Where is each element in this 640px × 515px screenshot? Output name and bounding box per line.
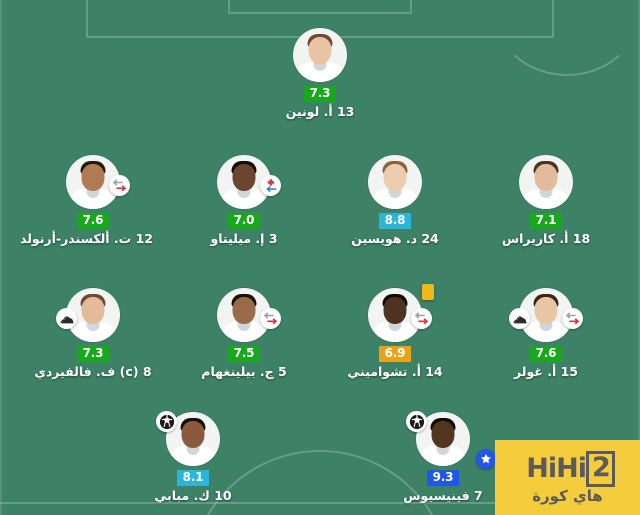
- goal-ball-icon: [156, 411, 177, 432]
- player-militao[interactable]: 7.0 3 إ. ميليتاو: [184, 155, 304, 246]
- player-name-label: 14 أ. تشواميني: [347, 364, 443, 379]
- player-avatar-wrap: [156, 411, 220, 466]
- player-name-label: 8 (c) ف. فالفيردي: [34, 364, 152, 379]
- player-name-label: 24 د. هويسين: [351, 231, 439, 246]
- player-name-label: 12 ت. ألكسندر-أرنولد: [19, 231, 153, 246]
- player-name-label: 3 إ. ميليتاو: [210, 231, 278, 246]
- player-rating: 7.1: [530, 213, 562, 229]
- player-rating: 7.5: [228, 346, 260, 362]
- player-rating: 7.6: [77, 213, 109, 229]
- goal-ball-icon: [406, 411, 427, 432]
- player-rating: 6.9: [379, 346, 411, 362]
- player-rating: 7.3: [77, 346, 109, 362]
- avatar: [293, 28, 347, 82]
- player-huijsen[interactable]: 8.8 24 د. هويسين: [335, 155, 455, 246]
- player-name-label: 13 أ. لونين: [285, 104, 355, 119]
- player-guler[interactable]: 7.6 15 أ. غولر: [486, 288, 606, 379]
- player-avatar-wrap: [368, 284, 434, 342]
- player-avatar-wrap: [217, 288, 281, 342]
- player-avatar-wrap: [217, 155, 281, 209]
- player-rating: 8.1: [177, 470, 209, 486]
- player-name-label: 18 أ. كاريراس: [501, 231, 591, 246]
- injury-substitution-icon: [260, 175, 281, 196]
- avatar: [217, 288, 271, 342]
- player-valverde[interactable]: 7.3 8 (c) ف. فالفيردي: [33, 288, 153, 379]
- substitution-icon: [562, 308, 583, 329]
- player-rating: 7.0: [228, 213, 260, 229]
- touchline-left: [0, 0, 2, 515]
- player-rating: 9.3: [427, 470, 459, 486]
- player-avatar-wrap: [519, 155, 573, 209]
- player-carreras[interactable]: 7.1 18 أ. كاريراس: [486, 155, 606, 246]
- avatar: [66, 155, 120, 209]
- goal-area-line: [228, 0, 412, 14]
- watermark-wordmark: HiHi 2: [526, 450, 615, 487]
- player-avatar-wrap: [56, 288, 120, 342]
- substitution-icon: [260, 308, 281, 329]
- player-rating: 8.8: [379, 213, 411, 229]
- assist-boot-icon: [56, 308, 77, 329]
- penalty-arc-line: [494, 0, 640, 76]
- player-tchouameni[interactable]: 6.9 14 أ. تشواميني: [335, 284, 455, 379]
- substitution-icon: [411, 308, 432, 329]
- player-lunin[interactable]: 7.3 13 أ. لونين: [260, 28, 380, 119]
- player-mbappe[interactable]: 8.1 10 ك. مبابي: [133, 411, 253, 503]
- man-of-the-match-star-icon: [476, 449, 496, 469]
- watermark-logo: HiHi 2 هاي كورة: [495, 440, 640, 515]
- touchline-right: [638, 0, 640, 515]
- yellow-card-icon: [422, 284, 434, 300]
- player-vinicius[interactable]: 9.3 7 فينيسيوس: [383, 411, 503, 503]
- player-name-label: 10 ك. مبابي: [154, 488, 232, 503]
- player-rating: 7.3: [304, 86, 336, 102]
- avatar: [368, 155, 422, 209]
- assist-boot-icon: [509, 308, 530, 329]
- player-name-label: 7 فينيسيوس: [403, 488, 483, 503]
- watermark-arabic-text: هاي كورة: [532, 486, 603, 505]
- player-avatar-wrap: [368, 155, 422, 209]
- player-avatar-wrap: [509, 288, 583, 342]
- player-name-label: 15 أ. غولر: [514, 364, 578, 379]
- player-alexander-arnold[interactable]: 7.6 12 ت. ألكسندر-أرنولد: [19, 155, 153, 246]
- player-name-label: 5 ج. بيلينغهام: [201, 364, 287, 379]
- player-bellingham[interactable]: 7.5 5 ج. بيلينغهام: [184, 288, 304, 379]
- player-avatar-wrap: [406, 411, 496, 469]
- watermark-text: HiHi: [526, 452, 587, 484]
- avatar: [519, 155, 573, 209]
- watermark-boxed-digit: 2: [585, 450, 615, 487]
- player-avatar-wrap: [293, 28, 347, 82]
- halfway-line: [0, 502, 640, 504]
- player-rating: 7.6: [530, 346, 562, 362]
- substitution-icon: [109, 175, 130, 196]
- player-avatar-wrap: [66, 155, 130, 209]
